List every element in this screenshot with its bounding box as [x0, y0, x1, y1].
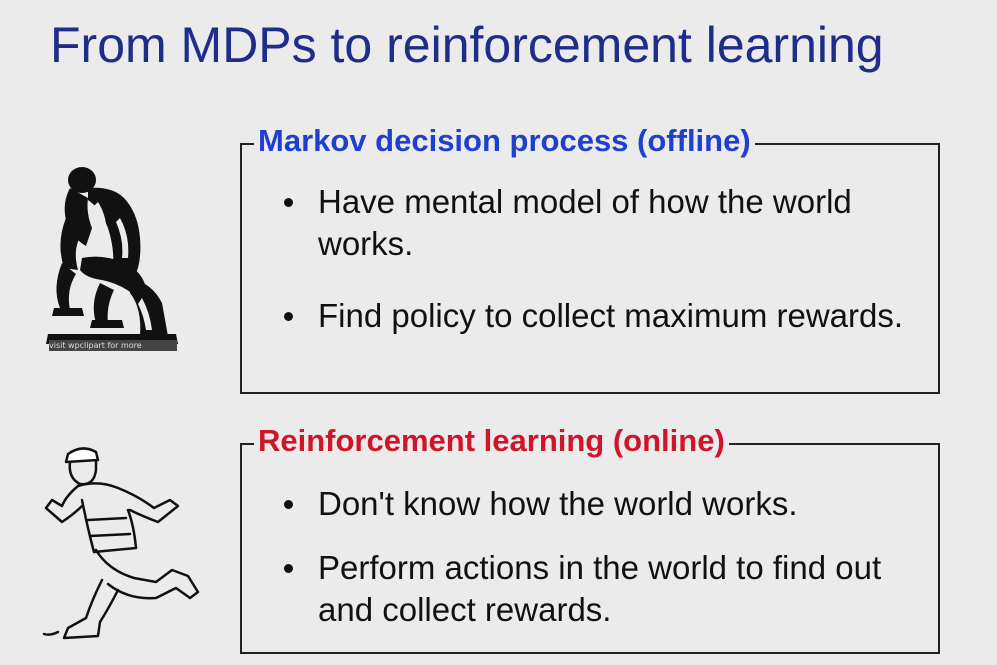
bullet-text: Don't know how the world works. [318, 485, 798, 522]
bullet-text: Find policy to collect maximum rewards. [318, 297, 904, 334]
list-item: Perform actions in the world to find out… [278, 547, 918, 631]
slide-title: From MDPs to reinforcement learning [50, 17, 884, 73]
list-item: Find policy to collect maximum rewards. [278, 295, 918, 337]
thinker-statue-icon [46, 167, 178, 344]
list-item: Have mental model of how the world works… [278, 181, 918, 265]
mdp-bullet-list: Have mental model of how the world works… [278, 181, 918, 337]
bullet-text: Have mental model of how the world works… [318, 183, 852, 262]
mdp-heading: Markov decision process (offline) [254, 122, 755, 160]
rl-bullet-list: Don't know how the world works. Perform … [278, 483, 918, 631]
bullet-icon [284, 312, 293, 321]
list-item: Don't know how the world works. [278, 483, 918, 525]
bullet-icon [284, 564, 293, 573]
rl-heading: Reinforcement learning (online) [254, 422, 729, 460]
image-credit: visit wpclipart for more [49, 340, 177, 351]
bullet-icon [284, 198, 293, 207]
bullet-text: Perform actions in the world to find out… [318, 549, 882, 628]
running-man-icon [42, 447, 200, 640]
mdp-box: Markov decision process (offline) Have m… [240, 122, 940, 394]
rl-box: Reinforcement learning (online) Don't kn… [240, 422, 940, 654]
bullet-icon [284, 500, 293, 509]
